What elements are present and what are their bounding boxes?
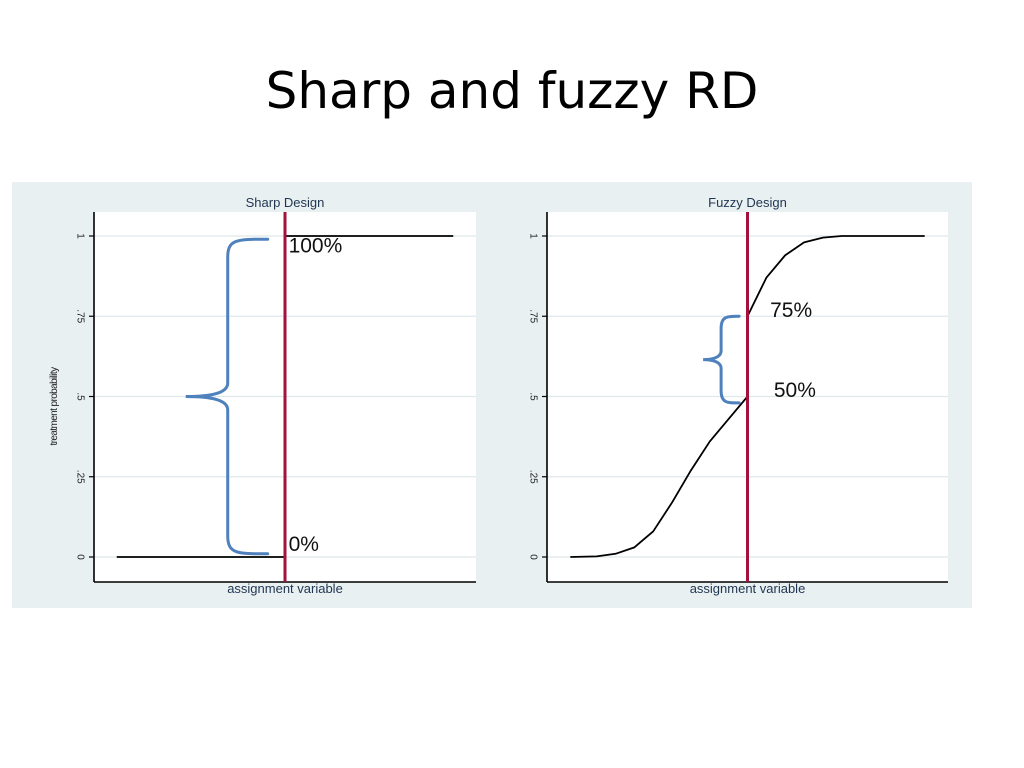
chart-title: Sharp Design <box>246 195 325 210</box>
chart-panel-2: 0 .25 .5 .75 1 Fuzzy Design assignment variabl… <box>527 195 948 596</box>
annotation-label: 0% <box>289 533 319 556</box>
y-tick-label: 0 <box>527 554 538 560</box>
y-tick-label: .5 <box>527 392 538 401</box>
brace-annotation <box>185 237 270 556</box>
y-tick-label: .25 <box>74 470 85 484</box>
y-tick-label: .75 <box>74 309 85 323</box>
annotation-label: 100% <box>289 235 343 258</box>
y-tick-label: 0 <box>74 554 85 560</box>
chart-title: Fuzzy Design <box>708 195 787 210</box>
y-tick-label: 1 <box>74 233 85 239</box>
slide-title: Sharp and fuzzy RD <box>265 62 759 120</box>
y-tick-label: .25 <box>527 470 538 484</box>
x-axis-label: assignment variable <box>227 581 343 596</box>
annotation-label: 50% <box>774 379 816 402</box>
x-axis-label: assignment variable <box>690 581 806 596</box>
annotation-label: 75% <box>770 299 812 322</box>
y-axis-label: treatment probability <box>49 367 60 446</box>
rd-figure-svg: 0 .25 .5 .75 1 Sharp Design assignment variabl… <box>49 195 948 596</box>
chart-panel-1: 0 .25 .5 .75 1 Sharp Design assignment variabl… <box>49 195 476 596</box>
brace-annotation <box>703 314 741 405</box>
y-tick-label: .75 <box>527 309 538 323</box>
y-tick-label: 1 <box>527 233 538 239</box>
y-tick-label: .5 <box>74 392 85 401</box>
rd-figure: 0 .25 .5 .75 1 Sharp Design assignment variabl… <box>12 182 972 608</box>
